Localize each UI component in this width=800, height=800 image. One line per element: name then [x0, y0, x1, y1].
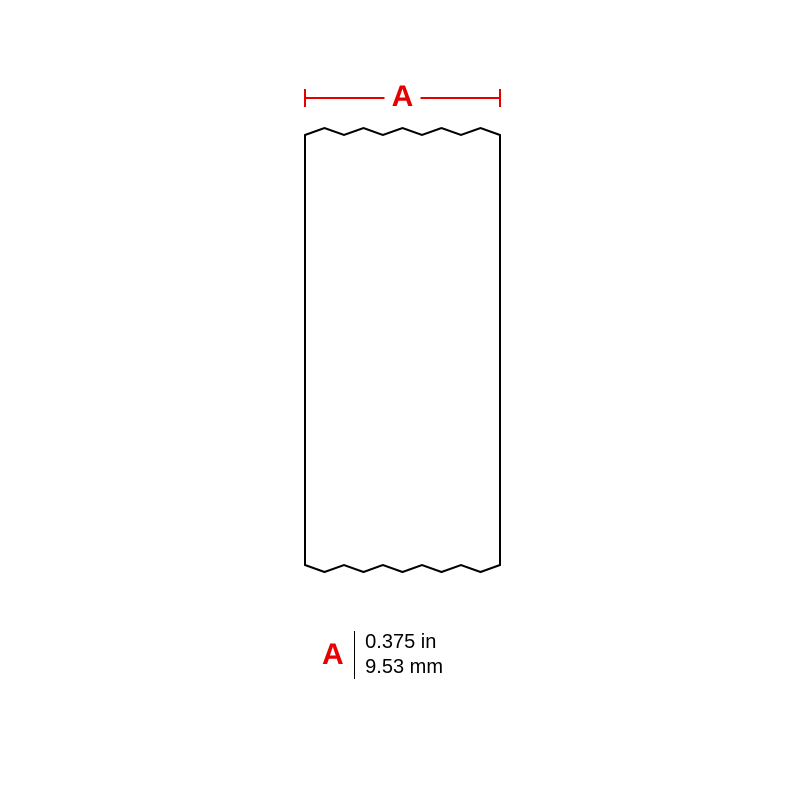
label-shape — [0, 0, 800, 800]
legend-divider — [354, 631, 356, 679]
legend-values: 0.375 in 9.53 mm — [365, 630, 443, 680]
legend-value-in: 0.375 in — [365, 630, 443, 655]
diagram-canvas: A A 0.375 in 9.53 mm — [0, 0, 800, 800]
dimension-legend: A 0.375 in 9.53 mm — [322, 630, 443, 680]
legend-value-mm: 9.53 mm — [365, 655, 443, 680]
legend-letter: A — [322, 638, 344, 672]
